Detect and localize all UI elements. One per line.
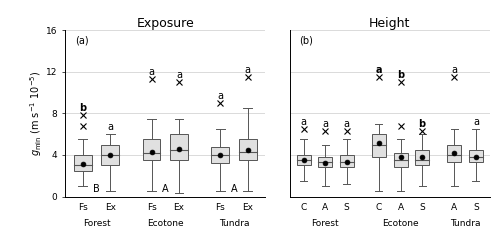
Text: b: b — [418, 119, 426, 129]
Text: a: a — [322, 119, 328, 129]
Text: Tundra: Tundra — [450, 219, 480, 228]
Text: a: a — [376, 65, 382, 75]
Text: Ecotone: Ecotone — [382, 219, 419, 228]
Bar — [318, 157, 332, 168]
Bar — [238, 139, 256, 160]
Text: A: A — [162, 184, 168, 195]
Bar — [74, 155, 92, 171]
Bar — [102, 145, 119, 165]
Text: a: a — [176, 70, 182, 80]
Text: a: a — [244, 65, 250, 75]
Title: Exposure: Exposure — [136, 17, 194, 30]
Y-axis label: $g_{\mathrm{min}}$ (m s$^{-1}$ 10$^{-5}$): $g_{\mathrm{min}}$ (m s$^{-1}$ 10$^{-5}$… — [28, 71, 44, 156]
Text: a: a — [217, 91, 223, 101]
Title: Height: Height — [369, 17, 410, 30]
Text: B: B — [93, 184, 100, 195]
Text: a: a — [473, 117, 479, 127]
Text: a: a — [300, 117, 306, 127]
Text: A: A — [230, 184, 237, 195]
Bar — [394, 153, 407, 168]
Bar — [372, 134, 386, 157]
Text: a: a — [108, 122, 114, 132]
Bar — [170, 134, 188, 160]
Bar — [448, 145, 462, 162]
Text: Ecotone: Ecotone — [147, 219, 184, 228]
Bar — [469, 150, 483, 162]
Text: a: a — [148, 67, 154, 77]
Bar — [142, 139, 160, 160]
Text: b: b — [397, 70, 404, 80]
Text: (a): (a) — [75, 35, 88, 45]
Text: a: a — [452, 65, 458, 75]
Text: a: a — [344, 119, 349, 129]
Bar — [211, 147, 229, 163]
Text: Forest: Forest — [312, 219, 339, 228]
Bar — [296, 155, 310, 165]
Text: Forest: Forest — [83, 219, 110, 228]
Bar — [415, 150, 429, 165]
Text: Tundra: Tundra — [218, 219, 249, 228]
Bar — [340, 155, 353, 168]
Text: b: b — [80, 103, 86, 113]
Text: (b): (b) — [300, 35, 314, 45]
